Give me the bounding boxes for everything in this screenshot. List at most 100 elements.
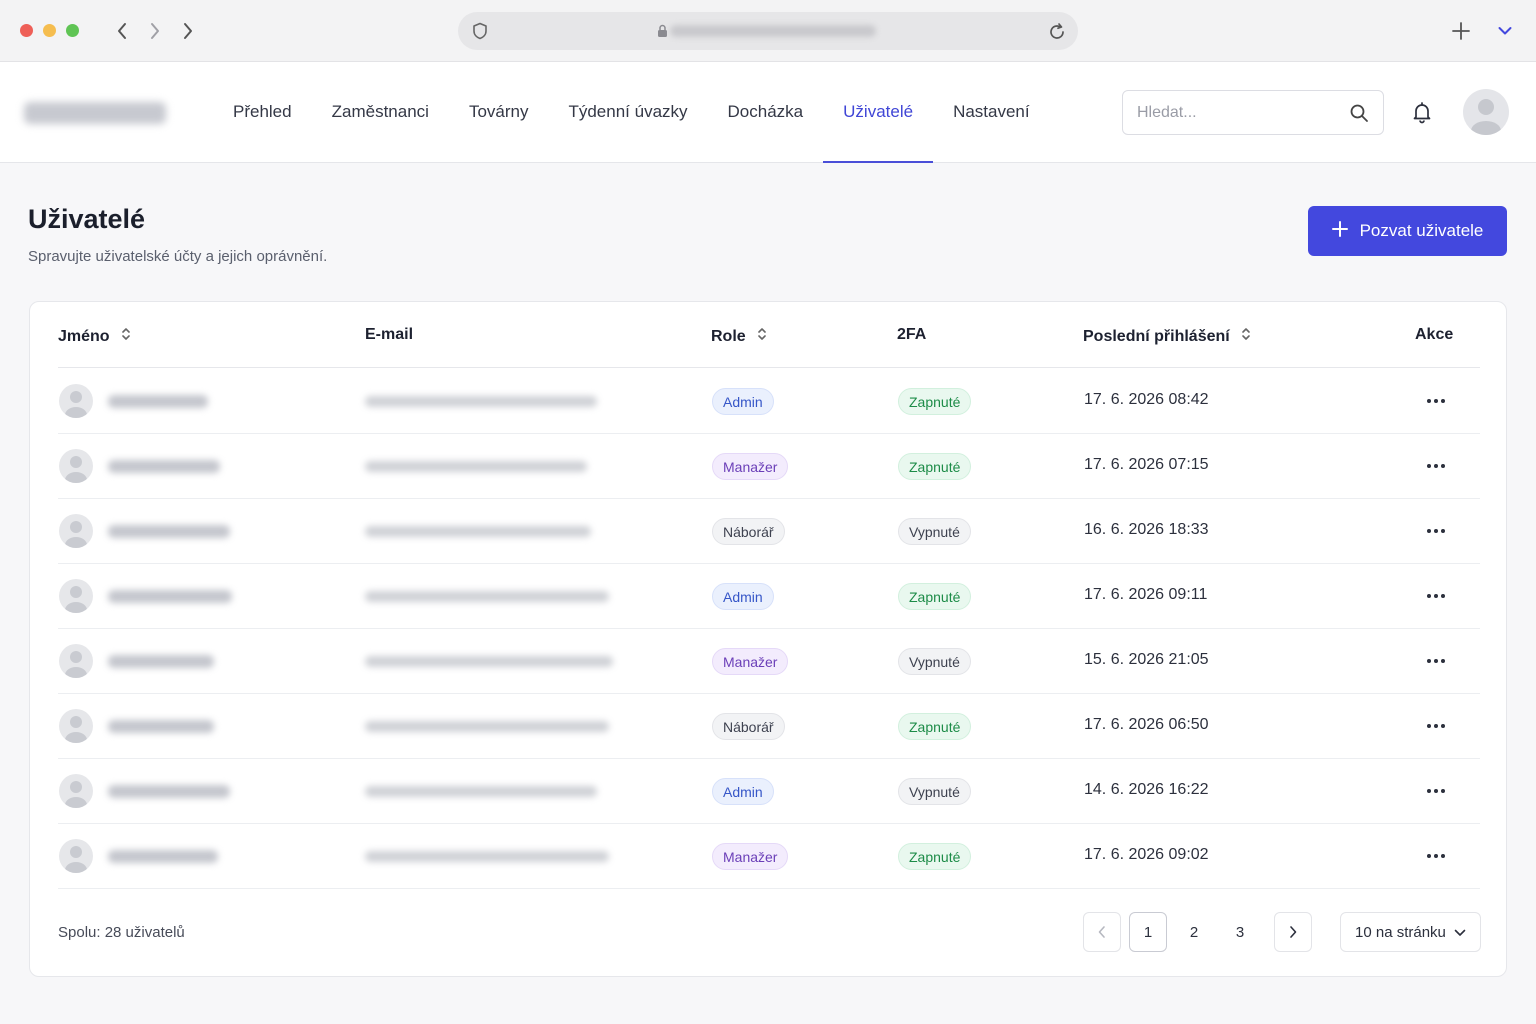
- column-header-name[interactable]: Jméno: [58, 326, 132, 347]
- nav-item-uzivatele[interactable]: Uživatelé: [823, 62, 933, 163]
- sort-icon[interactable]: [120, 326, 132, 347]
- table-row[interactable]: Náborář Vypnuté 16. 6. 2026 18:33: [58, 499, 1480, 564]
- plus-icon: [1331, 220, 1348, 242]
- table-row[interactable]: Admin Zapnuté 17. 6. 2026 09:11: [58, 564, 1480, 629]
- avatar: [59, 709, 93, 743]
- user-name: [108, 460, 220, 473]
- table-row[interactable]: Manažer Zapnuté 17. 6. 2026 07:15: [58, 434, 1480, 499]
- chevron-left-icon: [1098, 926, 1105, 938]
- reload-icon[interactable]: [1046, 21, 1068, 43]
- table-row[interactable]: Manažer Zapnuté 17. 6. 2026 09:02: [58, 824, 1480, 889]
- invite-user-button[interactable]: Pozvat uživatele: [1308, 206, 1507, 256]
- url-text: [670, 25, 876, 37]
- next-page-button[interactable]: [1274, 912, 1312, 952]
- user-avatar[interactable]: [1463, 89, 1509, 135]
- 2fa-badge: Zapnuté: [898, 843, 972, 870]
- per-page-value: 10 na stránku: [1355, 923, 1446, 941]
- nav-item-prehled[interactable]: Přehled: [233, 102, 292, 121]
- per-page-select[interactable]: 10 na stránku: [1340, 912, 1481, 952]
- nav-item-nastaveni[interactable]: Nastavení: [953, 102, 1030, 121]
- page-subtitle: Spravujte uživatelské účty a jejich oprá…: [28, 248, 328, 265]
- users-table-card: Jméno E-mail Role 2FA Poslední přihlášen…: [29, 301, 1507, 977]
- new-tab-icon[interactable]: [1450, 20, 1472, 42]
- table-row[interactable]: Manažer Vypnuté 15. 6. 2026 21:05: [58, 629, 1480, 694]
- role-badge: Náborář: [712, 713, 785, 740]
- more-actions-icon[interactable]: [1424, 391, 1448, 411]
- avatar: [59, 384, 93, 418]
- chevron-down-icon: [1454, 924, 1466, 941]
- sort-icon[interactable]: [1240, 326, 1252, 347]
- user-name: [108, 850, 218, 863]
- 2fa-badge: Zapnuté: [898, 388, 972, 415]
- more-actions-icon[interactable]: [1424, 846, 1448, 866]
- column-header-actions-label: Akce: [1415, 326, 1454, 343]
- window-close-button[interactable]: [20, 24, 33, 37]
- window-maximize-button[interactable]: [66, 24, 79, 37]
- user-email: [365, 526, 591, 537]
- user-email: [365, 721, 609, 732]
- app-header: Přehled Zaměstnanci Továrny Týdenní úvaz…: [0, 62, 1536, 163]
- browser-toolbar: [0, 0, 1536, 62]
- search-box: [1122, 90, 1384, 135]
- more-actions-icon[interactable]: [1424, 521, 1448, 541]
- column-header-role[interactable]: Role: [711, 326, 768, 347]
- company-logo[interactable]: [24, 102, 166, 124]
- window-minimize-button[interactable]: [43, 24, 56, 37]
- 2fa-badge: Zapnuté: [898, 713, 972, 740]
- more-actions-icon[interactable]: [1424, 456, 1448, 476]
- table-row[interactable]: Náborář Zapnuté 17. 6. 2026 06:50: [58, 694, 1480, 759]
- column-header-last-login-label: Poslední přihlášení: [1083, 327, 1230, 345]
- 2fa-badge: Vypnuté: [898, 518, 971, 545]
- forward-arrow-icon[interactable]: [178, 20, 198, 42]
- nav-item-tovarny[interactable]: Továrny: [468, 102, 529, 121]
- column-header-email-label: E-mail: [365, 326, 414, 343]
- nav-item-tydenni-uvazky[interactable]: Týdenní úvazky: [568, 102, 688, 121]
- sidebar-toggle-icon[interactable]: [112, 20, 132, 42]
- column-header-role-label: Role: [711, 327, 746, 345]
- more-actions-icon[interactable]: [1424, 586, 1448, 606]
- search-icon[interactable]: [1349, 103, 1369, 128]
- column-header-actions: Akce: [1415, 326, 1453, 344]
- last-login-date: 14. 6. 2026 16:22: [1084, 781, 1209, 798]
- column-header-last-login[interactable]: Poslední přihlášení: [1083, 326, 1252, 347]
- more-actions-icon[interactable]: [1424, 781, 1448, 801]
- last-login-date: 17. 6. 2026 09:02: [1084, 846, 1209, 863]
- nav-item-zamestnanci[interactable]: Zaměstnanci: [331, 102, 429, 121]
- page-button-1[interactable]: 1: [1129, 912, 1167, 952]
- more-actions-icon[interactable]: [1424, 651, 1448, 671]
- header-divider: [58, 367, 1480, 368]
- last-login-date: 17. 6. 2026 07:15: [1084, 456, 1209, 473]
- more-actions-icon[interactable]: [1424, 716, 1448, 736]
- back-arrow-icon[interactable]: [145, 20, 165, 42]
- chevron-down-icon[interactable]: [1495, 22, 1515, 40]
- 2fa-badge: Zapnuté: [898, 583, 972, 610]
- table-row[interactable]: Admin Zapnuté 17. 6. 2026 08:42: [58, 369, 1480, 434]
- page-button-2[interactable]: 2: [1189, 923, 1199, 941]
- sort-icon[interactable]: [756, 326, 768, 347]
- main-nav: Přehled Zaměstnanci Továrny Týdenní úvaz…: [213, 62, 1050, 163]
- user-name: [108, 785, 230, 798]
- user-name: [108, 525, 230, 538]
- role-badge: Manažer: [712, 648, 789, 675]
- address-bar[interactable]: [458, 12, 1078, 50]
- last-login-date: 17. 6. 2026 08:42: [1084, 391, 1209, 408]
- nav-item-dochazka[interactable]: Docházka: [727, 102, 804, 121]
- prev-page-button[interactable]: [1083, 912, 1121, 952]
- avatar: [59, 774, 93, 808]
- page-button-3[interactable]: 3: [1235, 923, 1245, 941]
- role-badge: Náborář: [712, 518, 785, 545]
- search-input[interactable]: [1137, 101, 1337, 125]
- notification-bell-icon[interactable]: [1410, 100, 1434, 129]
- avatar: [59, 449, 93, 483]
- total-count: Spolu: 28 uživatelů: [58, 924, 185, 941]
- 2fa-badge: Zapnuté: [898, 453, 972, 480]
- avatar: [59, 579, 93, 613]
- column-header-name-label: Jméno: [58, 327, 110, 345]
- avatar: [59, 514, 93, 548]
- column-header-2fa-label: 2FA: [897, 326, 927, 343]
- invite-user-label: Pozvat uživatele: [1359, 221, 1484, 240]
- role-badge: Admin: [712, 388, 774, 415]
- avatar: [59, 839, 93, 873]
- table-row[interactable]: Admin Vypnuté 14. 6. 2026 16:22: [58, 759, 1480, 824]
- shield-icon: [470, 21, 490, 41]
